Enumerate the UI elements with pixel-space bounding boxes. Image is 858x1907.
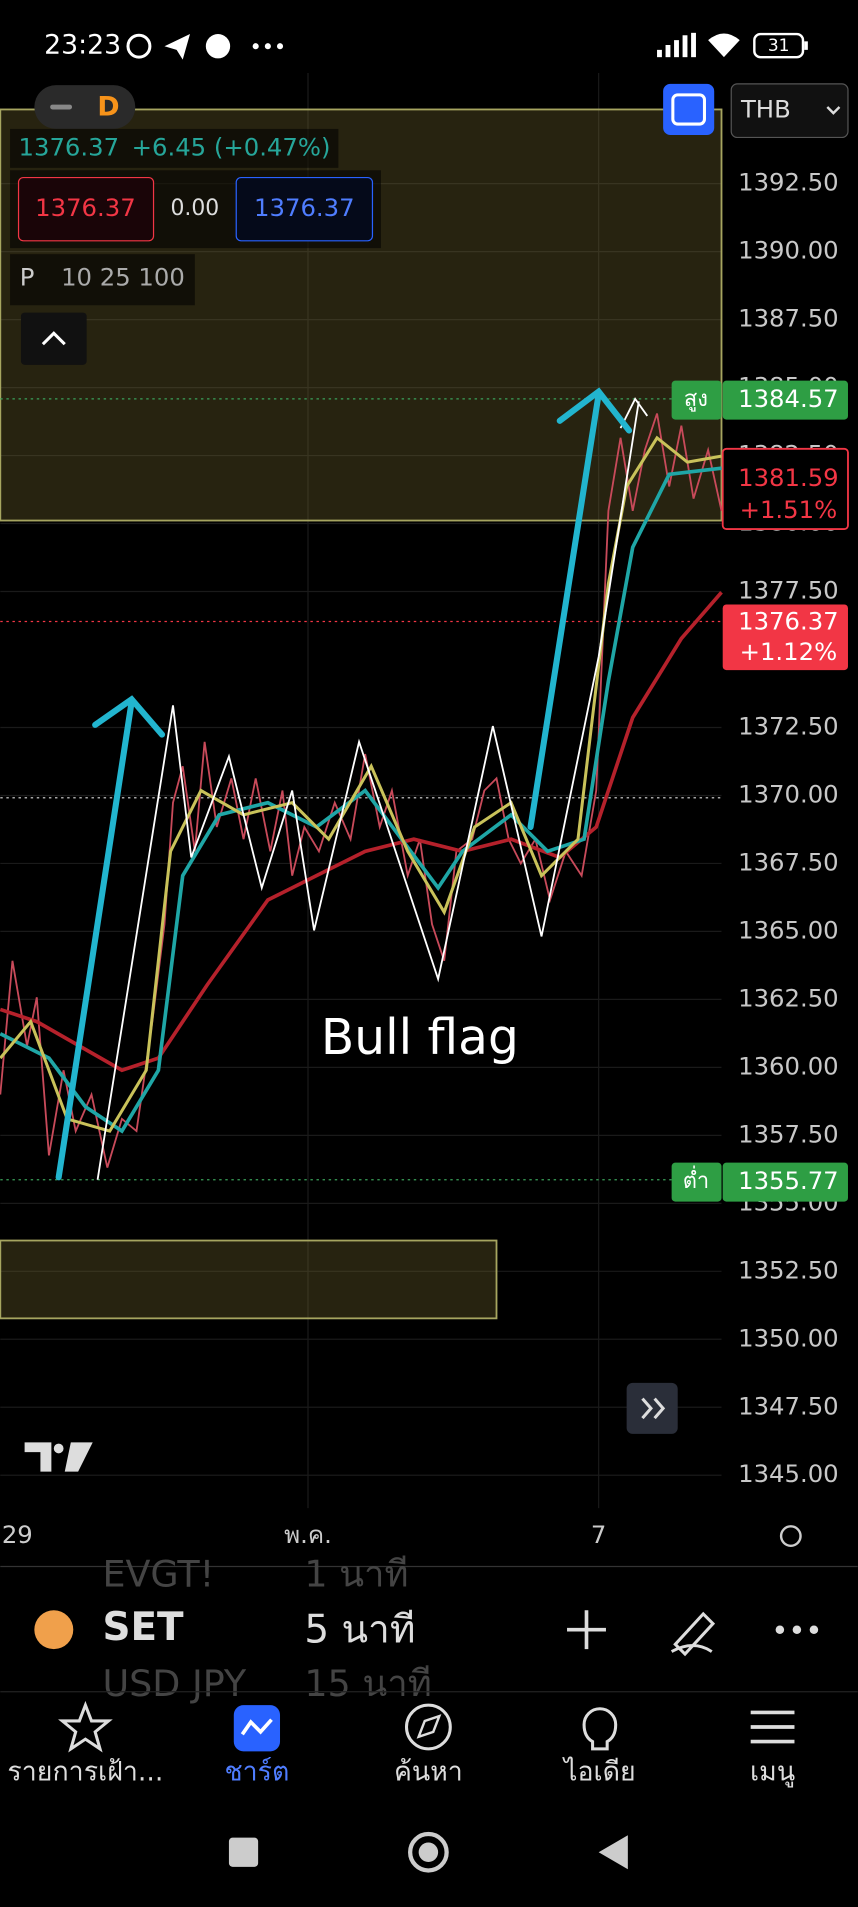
low-badge <box>671 1162 722 1202</box>
collapse-icon <box>41 331 66 346</box>
indicator-params: 10 25 100 <box>61 263 185 292</box>
ask: 1376.37 <box>254 193 355 222</box>
support-zone <box>0 1239 498 1320</box>
price-tick-label: 1352.50 <box>738 1255 839 1284</box>
annotation: Bull flag <box>321 1010 519 1066</box>
low-label: ต่ำ <box>683 1166 710 1194</box>
price-tick-label: 1362.50 <box>738 983 839 1012</box>
price-tick-label: 1365.00 <box>738 915 839 944</box>
low-value: 1355.77 <box>738 1166 839 1195</box>
time-label: 7 <box>591 1520 606 1549</box>
buy-button[interactable] <box>235 176 374 242</box>
settings-icon[interactable] <box>779 1525 802 1548</box>
tv-logo <box>24 1442 93 1472</box>
time-label: พ.ค. <box>284 1520 332 1549</box>
price-tick-label: 1360.00 <box>738 1051 839 1080</box>
scroll-prev-symbol: EVGT! <box>102 1553 214 1596</box>
quote-change: +6.45 (+0.47%) <box>132 132 331 161</box>
last-price: 1381.59 <box>738 463 839 492</box>
add-button[interactable] <box>567 1610 606 1650</box>
draw-button[interactable] <box>670 1611 716 1657</box>
battery-level: 31 <box>768 36 790 56</box>
fullscreen-button[interactable] <box>663 83 715 135</box>
more-button[interactable] <box>775 1625 819 1634</box>
price-tick-label: 1370.00 <box>738 779 839 808</box>
zigzag-arrowhead <box>619 397 649 429</box>
minus-icon <box>50 104 73 110</box>
interval-toggle[interactable] <box>34 85 136 129</box>
nav-label[interactable]: ค้นหา <box>394 1757 463 1788</box>
ma-100 <box>0 591 723 1073</box>
nav-label[interactable]: ไอเดีย <box>562 1757 636 1788</box>
chevron <box>641 1397 653 1420</box>
price-tick-label: 1367.50 <box>738 847 839 876</box>
price-tick-label: 1392.50 <box>738 168 839 197</box>
low-value-box <box>722 1162 848 1202</box>
scroll-prev-interval: 1 นาที <box>304 1553 408 1596</box>
home-button[interactable] <box>408 1831 449 1873</box>
recents-button[interactable] <box>228 1837 259 1867</box>
high-value: 1384.57 <box>738 384 839 413</box>
scroll-next-symbol: USD JPY <box>102 1662 246 1705</box>
dropdown-arrow <box>826 106 841 115</box>
chart-icon <box>240 1718 273 1736</box>
last-change: +1.51% <box>740 495 838 524</box>
sell-button[interactable] <box>17 176 155 242</box>
currency: THB <box>740 95 791 124</box>
indicator-label: P <box>20 263 35 292</box>
prev-change: +1.12% <box>740 637 838 666</box>
prev-price: 1376.37 <box>738 607 839 636</box>
flagpole-arrows <box>55 387 633 1181</box>
quote: 1376.37 <box>19 132 120 161</box>
price-tick-label: 1345.00 <box>738 1459 839 1488</box>
high-label: สูง <box>684 387 708 412</box>
zigzag-drawing <box>96 401 640 1180</box>
price-tick-label: 1347.50 <box>738 1391 839 1420</box>
high-badge <box>671 380 722 420</box>
fullscreen-icon <box>671 93 706 126</box>
quote-panel <box>10 128 339 168</box>
price-tick-label: 1372.50 <box>738 711 839 740</box>
back-button[interactable] <box>598 1835 628 1870</box>
chevron <box>653 1397 666 1420</box>
last-price-box <box>721 447 849 530</box>
prev-price-box <box>722 604 848 671</box>
nav-icon <box>582 1707 618 1751</box>
symbol-icon <box>34 1610 74 1650</box>
toolbar-row <box>0 1593 858 1667</box>
nav-label[interactable]: ชาร์ต <box>224 1757 289 1788</box>
price-tick-label: 1350.00 <box>738 1323 839 1352</box>
bid: 1376.37 <box>35 193 136 222</box>
price-tick-label: 1387.50 <box>738 304 839 333</box>
spread: 0.00 <box>171 196 220 221</box>
nav-icon <box>404 1703 452 1751</box>
status-icons <box>126 32 808 60</box>
scroll-next-interval: 15 นาที <box>304 1662 431 1705</box>
interval-badge: D <box>97 92 119 123</box>
time-label: 29 <box>2 1520 33 1549</box>
indicator-panel <box>10 254 195 306</box>
nav-icon <box>58 1700 113 1753</box>
price-tick-label: 1390.00 <box>738 236 839 265</box>
price-tick-label: 1357.50 <box>738 1119 839 1148</box>
nav-label[interactable]: รายการเฝ้า... <box>7 1757 163 1788</box>
interval[interactable]: 5 นาที <box>304 1608 415 1653</box>
nav-icon <box>750 1710 795 1744</box>
currency-select[interactable] <box>730 83 849 139</box>
price-tick-label: 1377.50 <box>738 576 839 605</box>
high-value-box <box>722 380 848 420</box>
compass-needle <box>416 1714 442 1739</box>
collapse-button[interactable] <box>20 312 87 365</box>
status-time: 23:23 <box>44 30 121 61</box>
home-dot <box>418 1842 439 1863</box>
symbol[interactable]: SET <box>102 1605 184 1650</box>
nav-label[interactable]: เมนู <box>750 1757 795 1788</box>
